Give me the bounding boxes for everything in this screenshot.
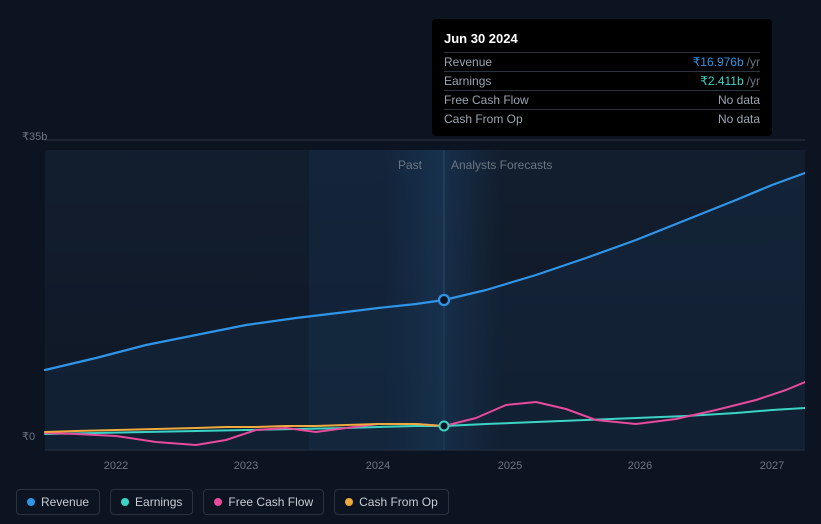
- region-past-label: Past: [398, 158, 422, 172]
- chart-container: ₹35b ₹0 Past Analysts Forecasts 2022 2023…: [16, 10, 805, 514]
- tooltip-row-value: ₹2.411b/yr: [700, 74, 760, 88]
- x-axis-label: 2022: [104, 460, 128, 472]
- x-axis-label: 2027: [760, 460, 784, 472]
- tooltip-row: Revenue ₹16.976b/yr: [444, 52, 760, 71]
- x-axis-label: 2024: [366, 460, 390, 472]
- legend-bullet-icon: [27, 498, 35, 506]
- tooltip-row-value: ₹16.976b/yr: [693, 55, 760, 69]
- legend-item-label: Earnings: [135, 495, 182, 509]
- legend-bullet-icon: [214, 498, 222, 506]
- tooltip-date: Jun 30 2024: [444, 27, 760, 52]
- x-axis-label: 2025: [498, 460, 522, 472]
- tooltip-row-label: Earnings: [444, 74, 491, 88]
- y-axis-label-top: ₹35b: [22, 130, 47, 143]
- legend-item-label: Free Cash Flow: [228, 495, 313, 509]
- x-axis-label: 2023: [234, 460, 258, 472]
- tooltip-row-label: Cash From Op: [444, 112, 523, 126]
- legend-item-earnings[interactable]: Earnings: [110, 489, 193, 515]
- tooltip-row: Earnings ₹2.411b/yr: [444, 71, 760, 90]
- region-forecast-label: Analysts Forecasts: [451, 158, 552, 172]
- tooltip-row-label: Revenue: [444, 55, 492, 69]
- x-axis-label: 2026: [628, 460, 652, 472]
- chart-legend: Revenue Earnings Free Cash Flow Cash From O…: [16, 489, 449, 515]
- tooltip-row-label: Free Cash Flow: [444, 93, 529, 107]
- tooltip-row-value: No data: [718, 112, 760, 126]
- tooltip-rows: Revenue ₹16.976b/yr Earnings ₹2.411b/yr Free…: [444, 52, 760, 128]
- legend-item-label: Cash From Op: [359, 495, 438, 509]
- tooltip-row-value: No data: [718, 93, 760, 107]
- tooltip-row: Free Cash Flow No data: [444, 90, 760, 109]
- chart-tooltip: Jun 30 2024 Revenue ₹16.976b/yr Earnings ₹2…: [432, 19, 772, 136]
- legend-item-free-cash-flow[interactable]: Free Cash Flow: [203, 489, 324, 515]
- legend-bullet-icon: [121, 498, 129, 506]
- legend-item-revenue[interactable]: Revenue: [16, 489, 100, 515]
- legend-bullet-icon: [345, 498, 353, 506]
- legend-item-cash-from-op[interactable]: Cash From Op: [334, 489, 449, 515]
- legend-item-label: Revenue: [41, 495, 89, 509]
- y-axis-label-bottom: ₹0: [22, 430, 35, 443]
- tooltip-row: Cash From Op No data: [444, 109, 760, 128]
